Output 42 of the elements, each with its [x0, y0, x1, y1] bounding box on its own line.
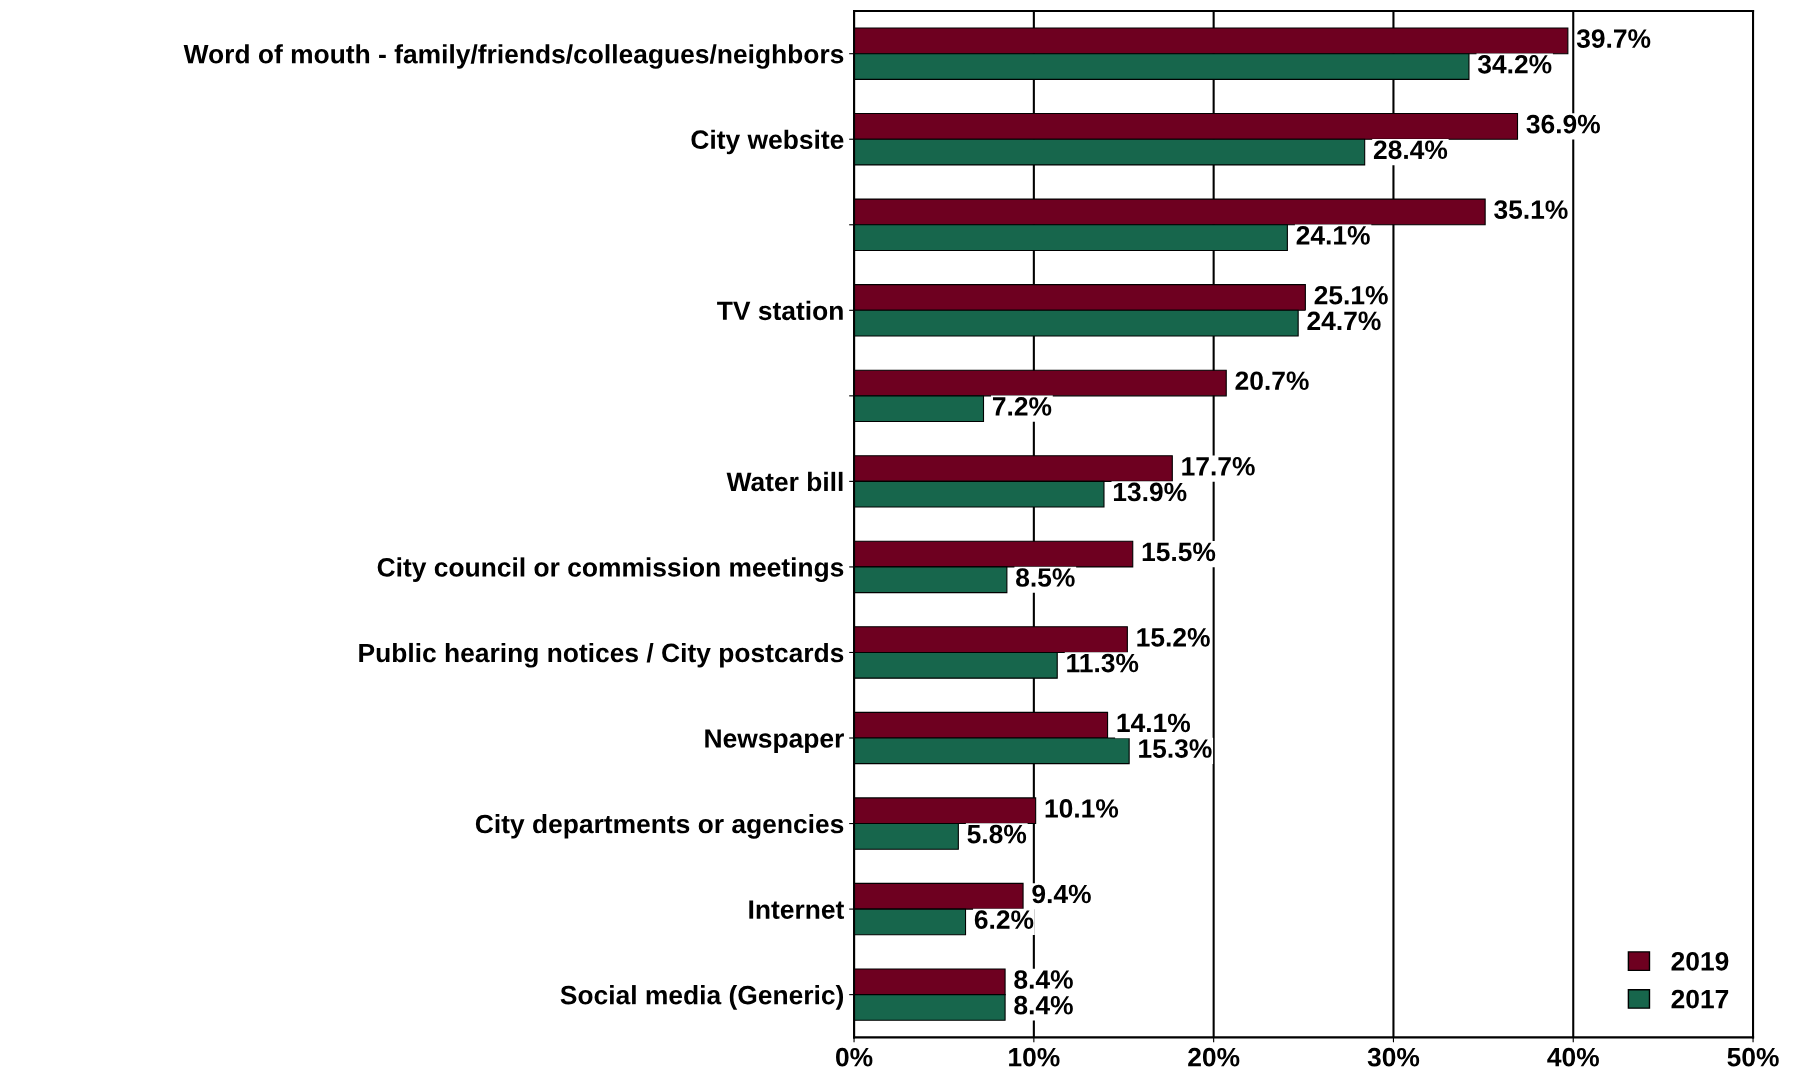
data-label: 20.7%	[1235, 371, 1309, 391]
data-label: 8.4%	[1014, 970, 1073, 989]
data-label: 7.2%	[992, 397, 1052, 416]
data-label: 14.1%	[1117, 713, 1191, 733]
y-tick-label: City council or commission meetings	[377, 557, 844, 583]
x-tick-label: 40%	[1547, 1047, 1599, 1067]
data-label: 6.2%	[974, 910, 1034, 929]
data-label: 34.2%	[1477, 54, 1552, 74]
y-tick-label: Public hearing notices / City postcards	[359, 642, 844, 668]
data-label: 15.5%	[1142, 542, 1216, 562]
y-tick-label: Internet	[749, 900, 845, 919]
data-label: 5.8%	[967, 824, 1027, 844]
y-tick-label: Word of mouth - family/friends/colleagues/neighbors	[183, 44, 844, 69]
data-label: 10.1%	[1045, 799, 1119, 818]
data-label: 35.1%	[1494, 200, 1568, 220]
data-label: 8.5%	[1016, 568, 1075, 587]
x-tick-label: 0%	[836, 1047, 873, 1067]
y-tick-label: City website	[691, 129, 844, 155]
data-label: 36.9%	[1526, 114, 1600, 134]
y-tick-label: TV station	[717, 300, 843, 321]
data-label: 9.4%	[1032, 884, 1091, 904]
data-label: 13.9%	[1113, 482, 1187, 502]
x-tick-label: 10%	[1009, 1047, 1060, 1067]
data-label: 11.3%	[1067, 653, 1139, 673]
x-tick-label: 30%	[1367, 1047, 1420, 1067]
data-label: 39.7%	[1576, 29, 1651, 48]
legend-label: 2019	[1671, 951, 1729, 971]
data-label: 15.3%	[1139, 739, 1212, 758]
y-tick-label: Newspaper	[705, 729, 844, 754]
data-label: 25.1%	[1314, 285, 1388, 305]
x-tick-label: 50%	[1727, 1047, 1779, 1067]
data-label: 8.4%	[1014, 995, 1073, 1015]
y-tick-label: City departments or agencies	[475, 813, 844, 839]
data-label: 24.7%	[1307, 311, 1381, 331]
data-label: 24.1%	[1296, 226, 1370, 245]
legend-label: 2017	[1671, 989, 1729, 1009]
data-label: 15.2%	[1137, 628, 1210, 647]
data-label: 17.7%	[1182, 457, 1255, 476]
data-label: 28.4%	[1373, 140, 1448, 160]
y-tick-label: Water bill	[726, 471, 843, 492]
y-tick-label: Social media (Generic)	[560, 985, 844, 1010]
x-tick-label: 20%	[1188, 1047, 1240, 1067]
